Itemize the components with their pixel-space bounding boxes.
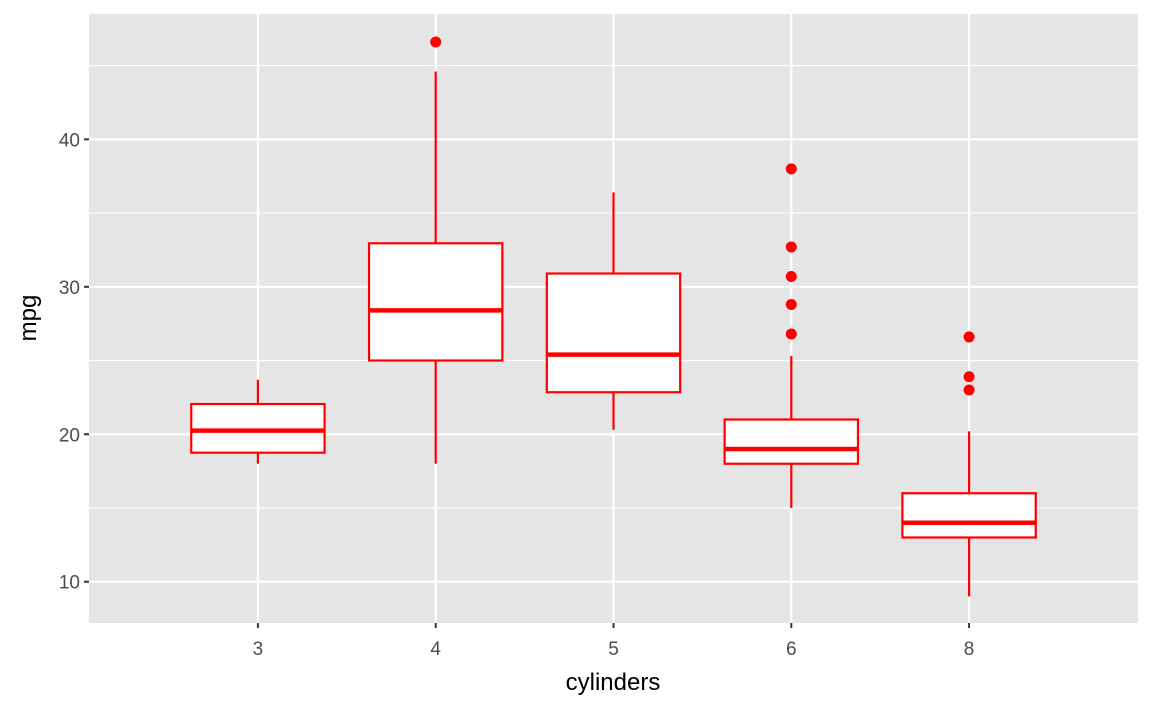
y-tick-label: 10 [59, 573, 80, 594]
x-axis: 3 4 5 6 8 [253, 623, 975, 660]
box-series [190, 36, 1037, 597]
y-axis-title: mpg [15, 295, 42, 342]
box-6 [723, 163, 860, 508]
outlier-point [785, 298, 797, 310]
outlier-point [785, 270, 797, 282]
outlier-point [963, 384, 975, 396]
box-3 [190, 379, 326, 464]
outlier-point [785, 241, 797, 253]
y-axis: 10 20 30 40 [59, 130, 89, 594]
outlier-point [785, 328, 797, 340]
y-tick-label: 40 [59, 130, 80, 151]
box-iqr [901, 492, 1037, 539]
x-tick-label: 8 [964, 639, 975, 660]
y-tick-label: 30 [59, 278, 80, 299]
outlier-point [963, 331, 975, 343]
x-tick-label: 4 [430, 639, 441, 660]
outlier-point [785, 163, 797, 175]
x-tick-label: 6 [786, 639, 797, 660]
x-tick-label: 5 [608, 639, 619, 660]
box-iqr [545, 272, 682, 394]
box-4 [367, 36, 504, 464]
x-axis-title: cylinders [566, 669, 661, 696]
y-tick-label: 20 [59, 425, 80, 446]
box-iqr [723, 418, 860, 465]
box-8 [901, 331, 1037, 597]
outlier-point [430, 36, 442, 48]
outlier-point [963, 371, 975, 383]
box-iqr [367, 242, 504, 362]
box-5 [545, 192, 682, 430]
x-tick-label: 3 [253, 639, 264, 660]
